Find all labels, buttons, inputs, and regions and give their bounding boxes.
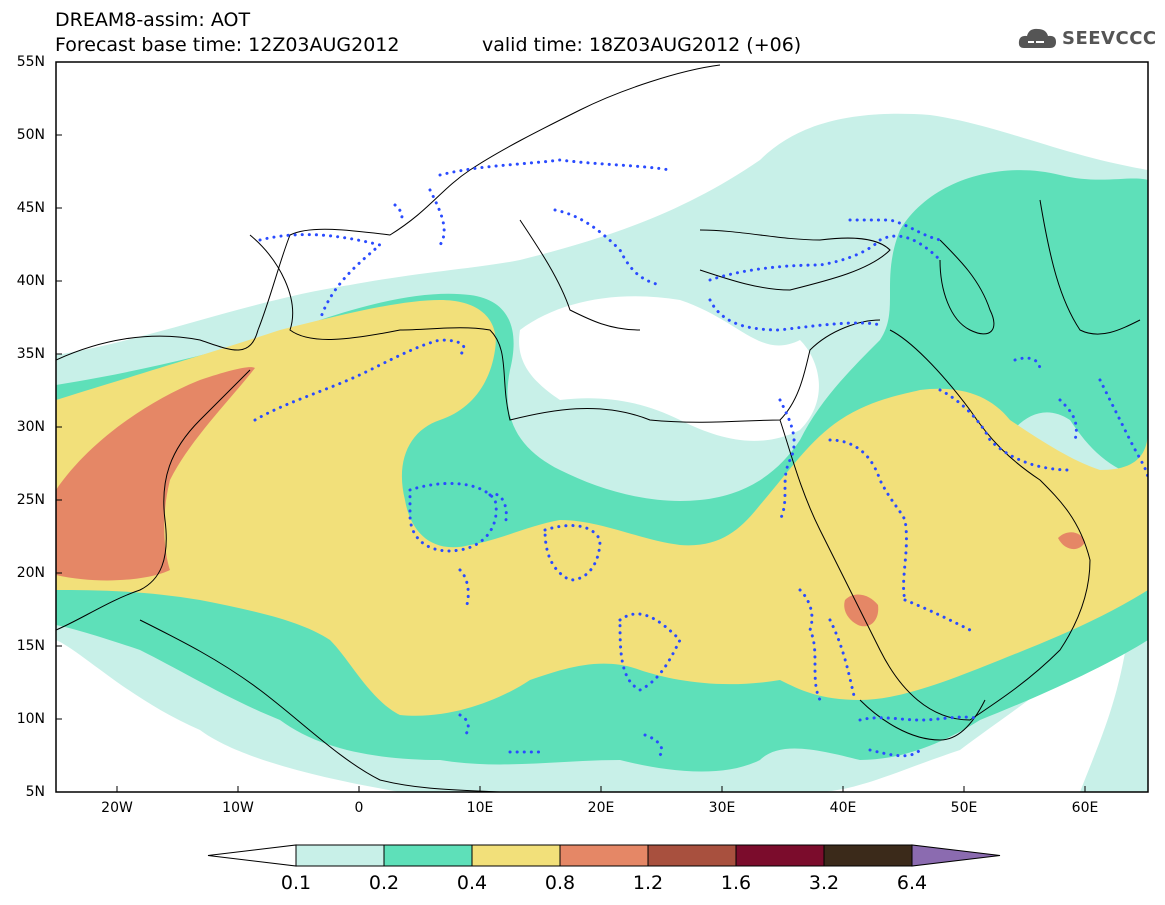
forecast-base-time: Forecast base time: 12Z03AUG2012 (55, 34, 400, 56)
x-tick-label: 0 (354, 800, 364, 816)
x-tick-label: 30E (708, 800, 736, 816)
colorbar-label: 0.8 (544, 872, 576, 894)
y-tick-label: 40N (16, 273, 45, 289)
colorbar-label: 0.2 (368, 872, 400, 894)
aot-band-0.8-c (1058, 532, 1085, 550)
colorbar-label: 1.6 (720, 872, 752, 894)
x-tick-label: 10W (222, 800, 254, 816)
logo-text: SEEVCCC (1062, 28, 1157, 49)
aot-band-0.8-b (844, 594, 879, 627)
colorbar-label: 1.2 (632, 872, 664, 894)
colorbar-label: 6.4 (896, 872, 928, 894)
aot-band-0.8-a (56, 367, 255, 581)
dotted-contours (253, 158, 1148, 758)
y-tick-label: 15N (16, 638, 45, 654)
colorbar-label: 0.1 (280, 872, 312, 894)
y-tick-label: 35N (16, 346, 45, 362)
y-tick-label: 25N (16, 492, 45, 508)
x-tick-label: 40E (829, 800, 857, 816)
x-tick-label: 50E (950, 800, 978, 816)
valid-time: valid time: 18Z03AUG2012 (+06) (482, 34, 802, 56)
y-tick-label: 45N (16, 200, 45, 216)
colorbar-label: 0.4 (456, 872, 488, 894)
axis-ticks (56, 61, 1086, 792)
seevccc-logo: SEEVCCC (1018, 22, 1158, 56)
x-tick-label: 60E (1071, 800, 1099, 816)
y-tick-label: 20N (16, 565, 45, 581)
x-tick-label: 20E (587, 800, 615, 816)
x-tick-label: 10E (466, 800, 494, 816)
y-tick-label: 5N (25, 784, 45, 800)
y-tick-label: 30N (16, 419, 45, 435)
y-tick-label: 55N (16, 54, 45, 70)
y-tick-label: 10N (16, 711, 45, 727)
map-title: DREAM8-assim: AOT (55, 9, 251, 31)
cloud-icon (1018, 28, 1056, 48)
aot-field (56, 62, 1148, 792)
x-tick-label: 20W (101, 800, 133, 816)
colorbar-label: 3.2 (808, 872, 840, 894)
y-tick-label: 50N (16, 127, 45, 143)
